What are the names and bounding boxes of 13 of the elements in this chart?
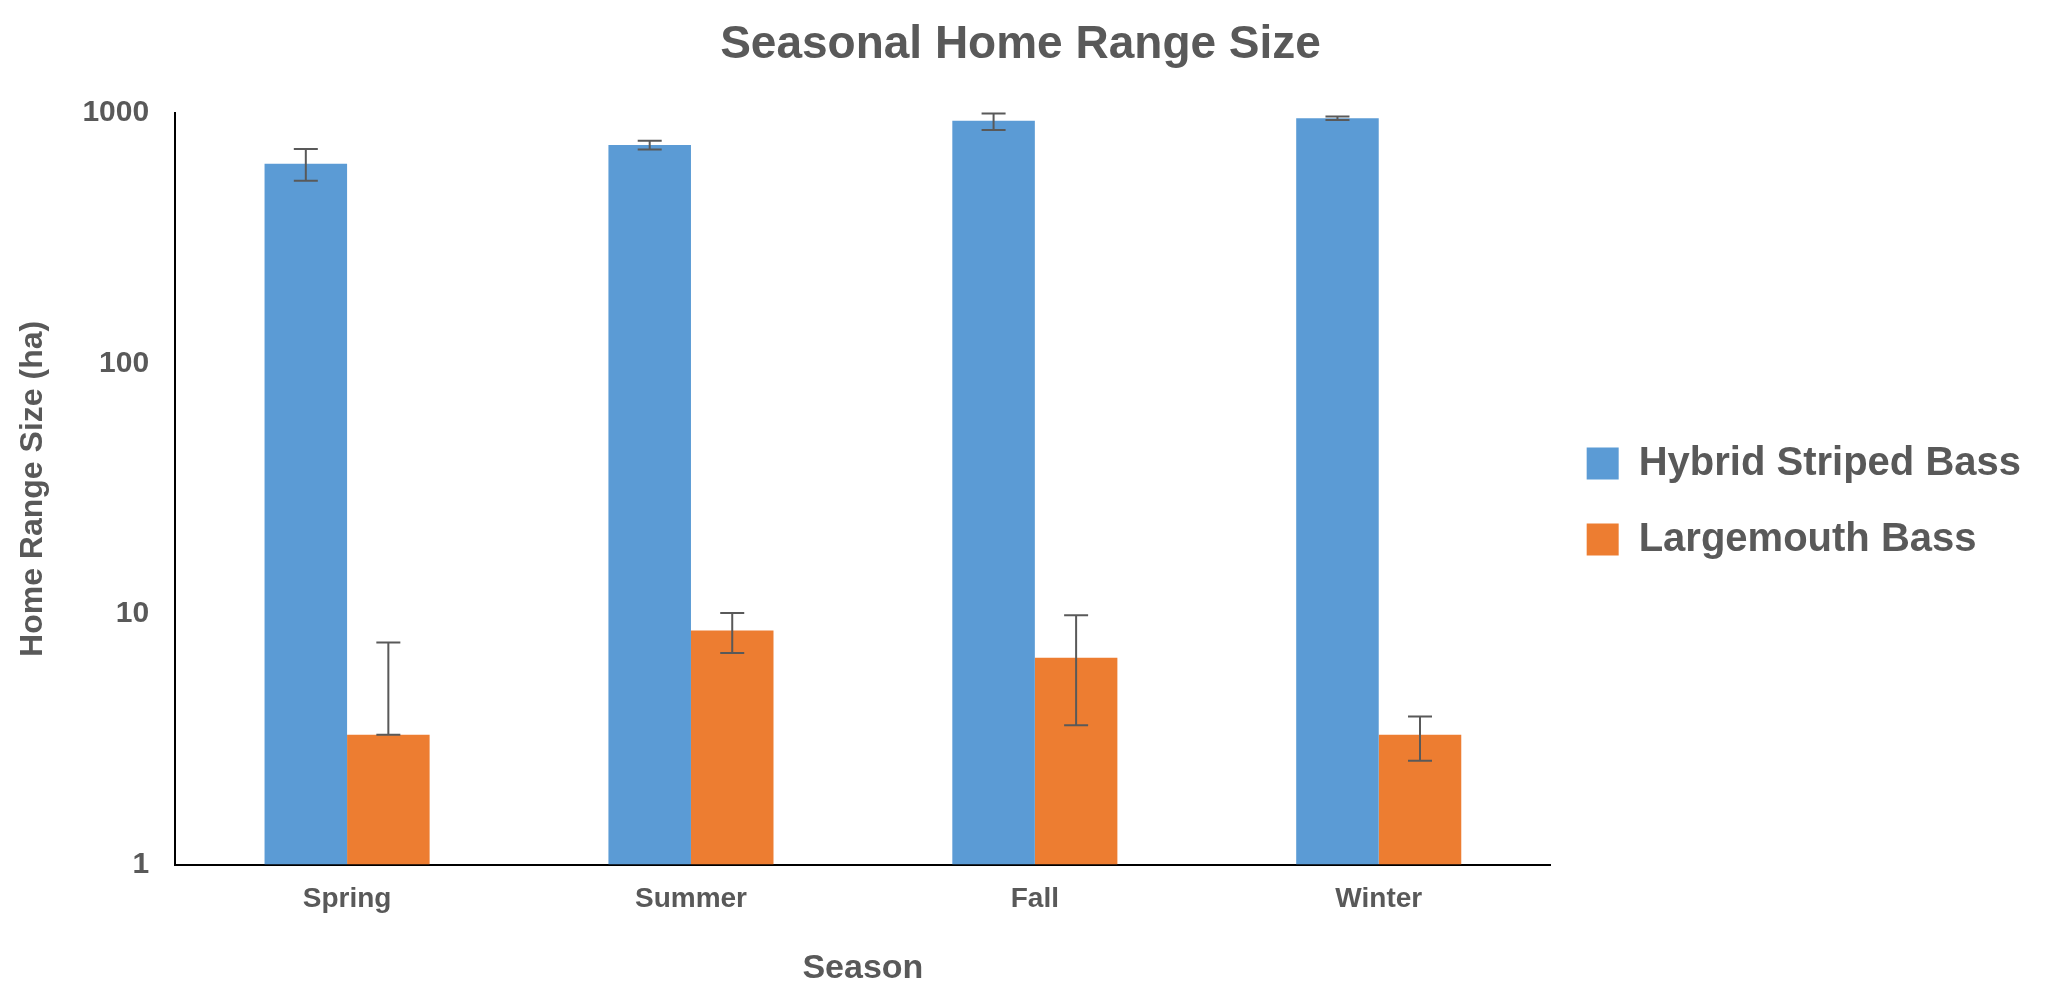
y-tick-label: 1	[132, 845, 150, 879]
chart-title: Seasonal Home Range Size	[720, 16, 1321, 69]
y-tick-label: 10	[115, 595, 150, 629]
y-tick-label: 100	[99, 344, 150, 378]
x-tick-label: Fall	[1010, 882, 1059, 914]
x-tick-label: Summer	[634, 882, 748, 914]
legend-label: Hybrid Striped Bass	[1638, 438, 2021, 483]
y-tick-label: 1000	[82, 94, 150, 128]
y-axis-title: Home Range Size (ha)	[13, 320, 50, 657]
x-axis-title: Season	[802, 946, 924, 985]
legend-label: Largemouth Bass	[1638, 514, 1977, 559]
x-tick-label: Spring	[302, 882, 392, 914]
x-tick-label: Winter	[1335, 882, 1423, 914]
